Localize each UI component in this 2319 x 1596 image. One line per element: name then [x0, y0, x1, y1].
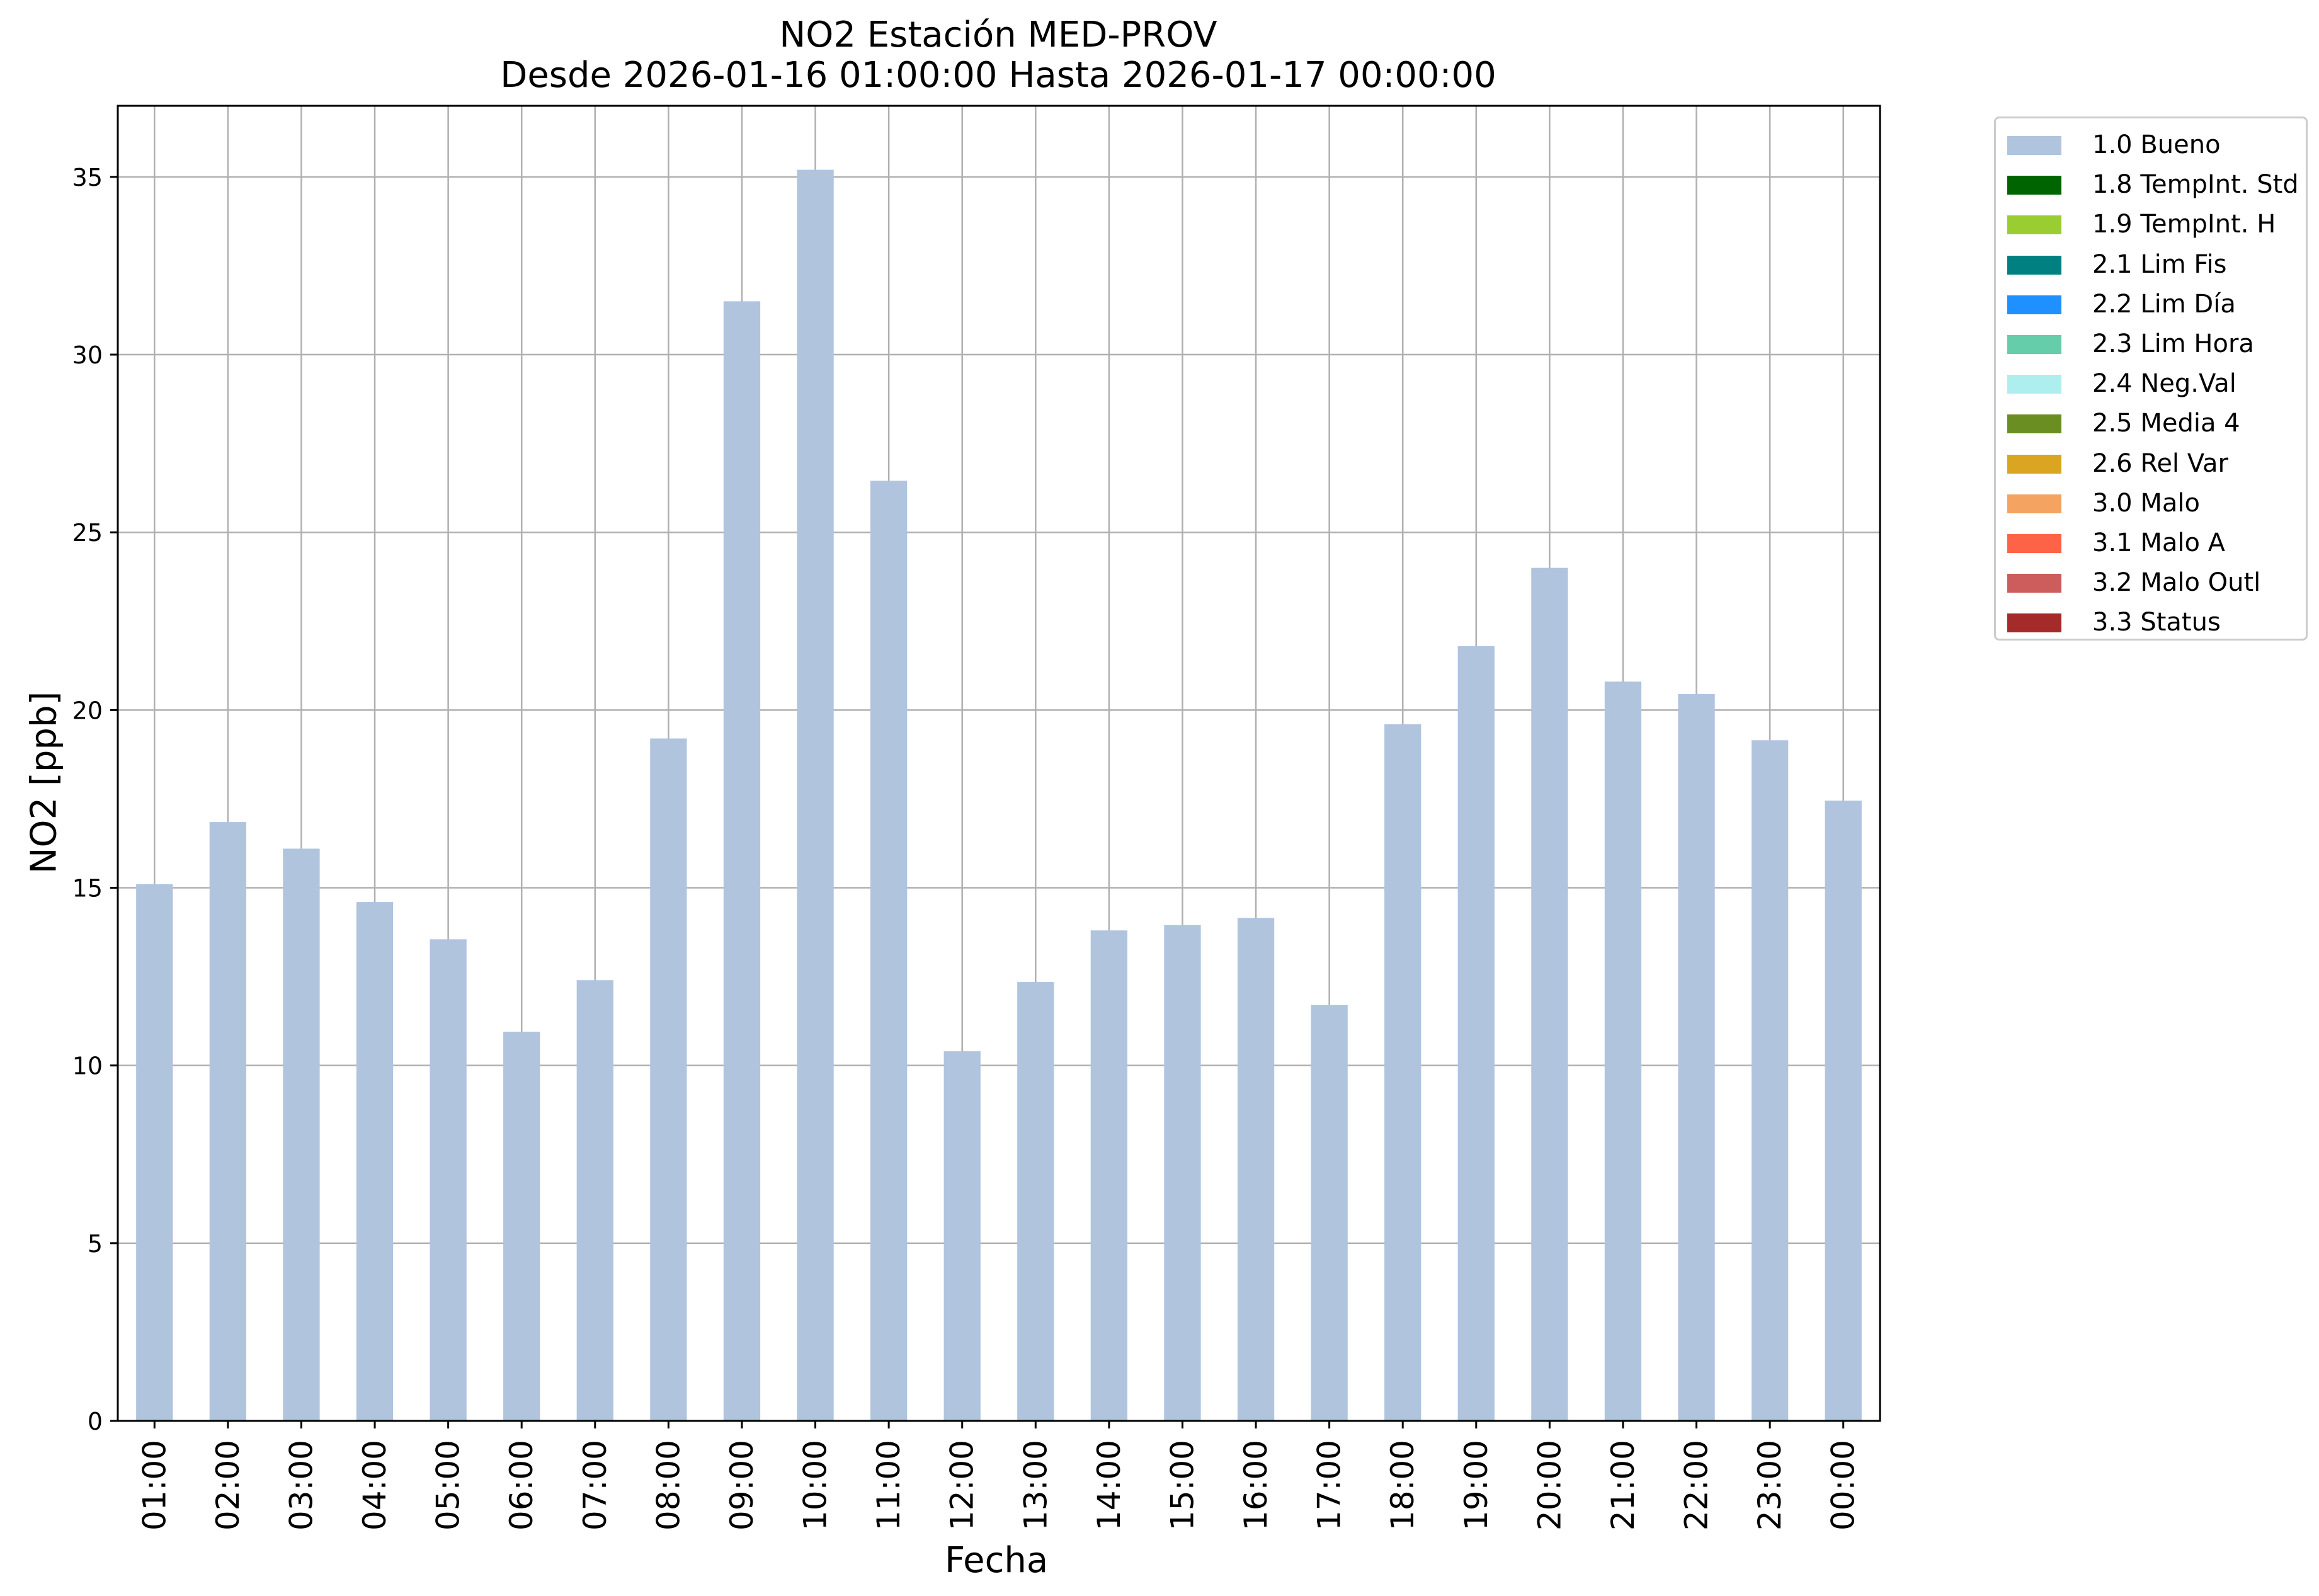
bar-1000: [797, 169, 834, 1421]
x-tick-label: 11:00: [870, 1440, 907, 1530]
x-tick-label: 04:00: [356, 1440, 393, 1530]
x-tick-label: 12:00: [944, 1440, 981, 1530]
bar-1400: [1090, 930, 1128, 1421]
bar-1300: [1017, 982, 1054, 1421]
legend-label: 2.1 Lim Fis: [2092, 249, 2227, 279]
x-tick-label: 18:00: [1384, 1440, 1421, 1530]
x-tick-label: 10:00: [797, 1440, 834, 1530]
legend-label: 2.4 Neg.Val: [2092, 369, 2236, 399]
x-tick-label: 15:00: [1164, 1440, 1200, 1530]
bar-1800: [1384, 724, 1422, 1421]
bar-0800: [650, 738, 687, 1421]
x-tick-label: 08:00: [650, 1440, 687, 1530]
legend-label: 2.3 Lim Hora: [2092, 329, 2254, 358]
x-tick-label: 14:00: [1091, 1440, 1127, 1530]
y-axis-ticks: 0 5 10 15 20 25 30 35: [72, 164, 118, 1435]
bar-2200: [1678, 693, 1715, 1421]
x-tick-label: 13:00: [1017, 1440, 1054, 1530]
chart-title: NO2 Estación MED-PROV: [779, 14, 1217, 55]
y-tick-label: 5: [88, 1230, 103, 1258]
x-tick-label: 05:00: [430, 1440, 467, 1530]
bar-0300: [283, 848, 320, 1421]
legend-swatch: [2007, 136, 2061, 155]
x-tick-label: 20:00: [1531, 1440, 1568, 1530]
x-tick-label: 01:00: [136, 1440, 173, 1530]
y-tick-label: 10: [72, 1052, 103, 1080]
legend-label: 2.5 Media 4: [2092, 409, 2240, 438]
x-tick-label: 02:00: [210, 1440, 246, 1530]
legend-swatch: [2007, 375, 2061, 394]
x-tick-label: 03:00: [283, 1440, 319, 1530]
legend-swatch: [2007, 335, 2061, 354]
bar-1900: [1457, 646, 1495, 1421]
legend-swatch: [2007, 295, 2061, 314]
legend-label: 2.2 Lim Día: [2092, 289, 2236, 319]
bar-0100: [136, 884, 173, 1421]
y-tick-label: 20: [72, 697, 103, 724]
bar-1600: [1237, 918, 1275, 1421]
x-tick-label: 16:00: [1238, 1440, 1274, 1530]
bar-1200: [943, 1051, 981, 1421]
bar-2000: [1531, 567, 1568, 1422]
bar-0200: [209, 822, 247, 1421]
legend-label: 3.2 Malo Outl: [2092, 568, 2261, 598]
y-tick-label: 0: [88, 1408, 103, 1435]
legend-label: 3.0 Malo: [2092, 488, 2200, 518]
x-tick-label: 23:00: [1752, 1440, 1788, 1530]
x-tick-label: 07:00: [577, 1440, 613, 1530]
plot-frame: [117, 105, 1881, 1422]
bar-2300: [1751, 740, 1789, 1421]
legend: 1.0 Bueno 1.8 TempInt. Std 1.9 TempInt. H 2…: [1994, 117, 2308, 641]
bar-0700: [576, 980, 613, 1421]
x-tick-label: 17:00: [1311, 1440, 1348, 1530]
legend-swatch: [2007, 176, 2061, 195]
bar-1100: [870, 481, 908, 1421]
legend-label: 1.9 TempInt. H: [2092, 210, 2276, 239]
bar-0000: [1825, 801, 1862, 1421]
x-tick-label: 09:00: [724, 1440, 760, 1530]
y-tick-label: 25: [72, 519, 103, 547]
x-tick-label: 00:00: [1825, 1440, 1862, 1530]
legend-swatch: [2007, 215, 2061, 235]
legend-swatch: [2007, 613, 2061, 633]
legend-label: 3.1 Malo A: [2092, 528, 2226, 557]
legend-swatch: [2007, 414, 2061, 434]
legend-swatch: [2007, 255, 2061, 275]
legend-label: 3.3 Status: [2092, 608, 2221, 637]
bar-0600: [503, 1032, 540, 1421]
bar-0900: [723, 301, 761, 1421]
bar-1700: [1311, 1005, 1348, 1421]
x-tick-label: 19:00: [1458, 1440, 1495, 1530]
x-axis-label: Fecha: [945, 1540, 1049, 1581]
x-tick-label: 21:00: [1605, 1440, 1641, 1530]
legend-label: 1.8 TempInt. Std: [2092, 170, 2299, 200]
bar-0500: [430, 939, 467, 1421]
legend-label: 1.0 Bueno: [2092, 130, 2221, 159]
x-axis-ticks: 01:00 02:00 03:00 04:00 05:00 06:00 07:00 08:00…: [136, 1421, 1862, 1530]
y-tick-label: 30: [72, 341, 103, 369]
bar-1500: [1164, 925, 1201, 1421]
y-axis-label: NO2 [ppb]: [23, 691, 65, 874]
bars: [136, 169, 1862, 1422]
legend-swatch: [2007, 454, 2061, 474]
x-tick-label: 22:00: [1678, 1440, 1715, 1530]
bar-2100: [1604, 681, 1642, 1421]
legend-swatch: [2007, 494, 2061, 513]
legend-swatch: [2007, 534, 2061, 553]
x-tick-label: 06:00: [503, 1440, 540, 1530]
bar-0400: [356, 902, 394, 1421]
chart-subtitle: Desde 2026-01-16 01:00:00 Hasta 2026-01-…: [500, 55, 1496, 96]
legend-swatch: [2007, 574, 2061, 593]
legend-label: 2.6 Rel Var: [2092, 448, 2228, 478]
y-tick-label: 35: [72, 164, 103, 191]
y-tick-label: 15: [72, 875, 103, 903]
